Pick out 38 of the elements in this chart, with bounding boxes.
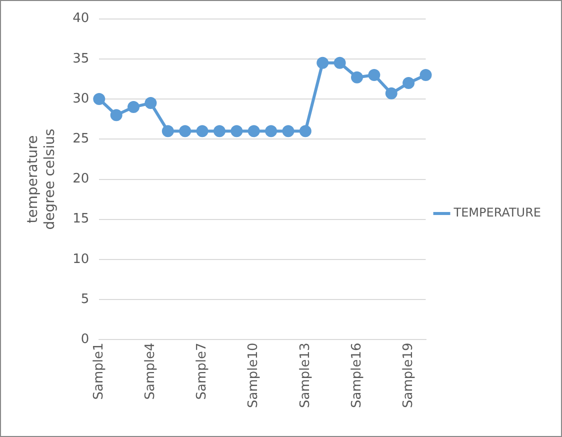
x-tick-label: Sample16 (349, 342, 364, 408)
point (248, 125, 260, 138)
legend-label: TEMPERATURE (452, 206, 542, 220)
point (350, 71, 363, 84)
y-tick-label: 10 (72, 252, 90, 267)
point (299, 125, 312, 138)
point (162, 125, 174, 138)
point (265, 125, 278, 138)
point (179, 125, 192, 138)
point (316, 56, 329, 69)
y-tick-label: 35 (72, 51, 90, 66)
x-tick-label: Sample13 (298, 342, 313, 408)
point (334, 56, 346, 69)
point (213, 125, 226, 138)
point (110, 109, 122, 122)
point (282, 125, 294, 138)
y-axis-title: temperature degree celsius (25, 128, 58, 230)
y-tick-label: 5 (80, 292, 90, 307)
point (144, 97, 157, 110)
point (420, 68, 432, 81)
point (368, 68, 380, 81)
y-tick-label: 30 (72, 91, 90, 106)
point (402, 76, 415, 89)
x-tick-label: Sample4 (143, 342, 158, 400)
y-tick-label: 0 (80, 332, 90, 348)
x-tick-label: Sample7 (194, 342, 210, 400)
point (385, 87, 398, 100)
x-tick-label: Sample19 (400, 342, 416, 408)
point (93, 93, 106, 106)
point (230, 125, 243, 138)
point (128, 101, 140, 114)
x-tick-label: Sample1 (92, 342, 107, 400)
y-tick-label: 25 (72, 132, 90, 147)
y-tick-label: 40 (72, 11, 90, 26)
y-tick-label: 15 (72, 212, 90, 227)
x-tick-label: Sample10 (246, 342, 262, 408)
point (196, 125, 208, 138)
y-tick-label: 20 (72, 172, 90, 187)
